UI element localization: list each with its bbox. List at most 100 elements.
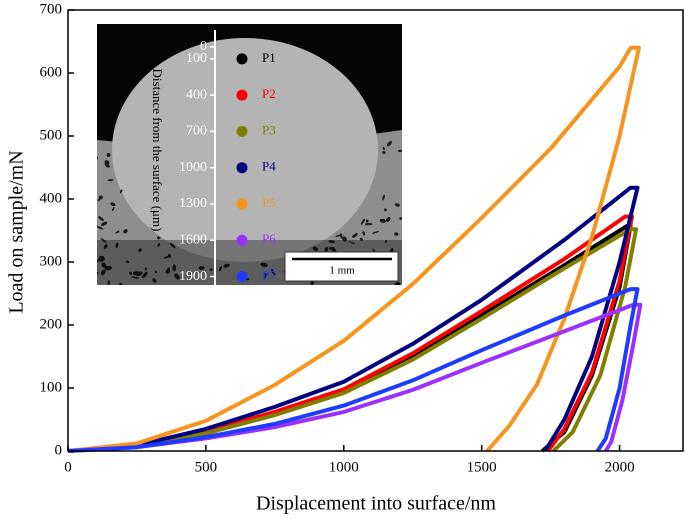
y-tick-label: 0 — [55, 442, 63, 458]
texture-spot — [348, 241, 355, 245]
texture-spot — [168, 253, 172, 258]
texture-spot — [359, 237, 363, 241]
x-axis-label: Displacement into surface/nm — [256, 493, 496, 515]
texture-spot — [129, 271, 133, 275]
x-tick-label: 1500 — [467, 459, 497, 475]
x-tick-label: 500 — [195, 459, 218, 475]
inset-y-tick-label: 400 — [186, 87, 207, 102]
texture-spot — [218, 266, 223, 272]
texture-spot — [97, 257, 106, 262]
texture-spot — [115, 230, 120, 234]
texture-spot — [97, 271, 99, 276]
texture-spot — [123, 229, 128, 234]
texture-spot — [107, 280, 110, 285]
texture-spot — [157, 243, 161, 247]
inset-y-tick-label: 700 — [186, 124, 207, 139]
x-tick-label: 0 — [64, 459, 72, 475]
inset-point — [236, 198, 248, 210]
texture-spot — [394, 232, 399, 236]
texture-spot — [132, 271, 139, 275]
texture-spot — [169, 242, 176, 249]
texture-spot — [104, 160, 110, 165]
texture-spot — [98, 195, 103, 200]
texture-spot — [97, 198, 101, 202]
texture-spot — [324, 246, 329, 252]
inset-point — [236, 53, 248, 65]
load-curve — [67, 227, 639, 453]
texture-spot — [198, 266, 205, 270]
legend-label: P6 — [262, 231, 276, 246]
texture-spot — [394, 203, 400, 207]
inset-point — [236, 162, 248, 174]
texture-spot — [100, 269, 106, 276]
y-tick-label: 300 — [40, 253, 63, 269]
inset-point — [236, 125, 248, 137]
texture-spot — [165, 267, 170, 274]
texture-spot — [174, 273, 180, 280]
texture-spot — [394, 282, 401, 285]
texture-spot — [209, 268, 213, 272]
texture-spot — [382, 146, 385, 151]
texture-spot — [223, 263, 230, 268]
texture-spot — [364, 222, 373, 226]
inset — [97, 24, 402, 285]
texture-spot — [125, 260, 130, 264]
scale-bar-box — [284, 251, 399, 282]
texture-spot — [115, 242, 119, 249]
texture-spot — [103, 244, 108, 249]
texture-spot — [260, 262, 268, 267]
texture-spot — [371, 230, 380, 234]
texture-spot — [172, 264, 176, 272]
inset-y-tick-label: 100 — [186, 51, 207, 66]
y-axis-label: Load on sample/mN — [6, 150, 28, 313]
texture-spot — [312, 246, 319, 252]
texture-spot — [342, 236, 347, 242]
texture-spot — [362, 231, 366, 236]
texture-spot — [335, 234, 342, 237]
legend-label: P2 — [262, 86, 276, 101]
texture-spot — [119, 189, 123, 194]
y-tick-label: 200 — [40, 316, 63, 332]
inset-point — [236, 234, 248, 246]
texture-spot — [386, 216, 391, 222]
texture-spot — [263, 273, 268, 276]
texture-spot — [382, 194, 385, 201]
texture-spot — [189, 272, 192, 275]
load-curve — [67, 45, 641, 453]
y-tick-label: 600 — [40, 64, 63, 80]
inset-y-tick-label: 1600 — [179, 232, 207, 247]
texture-spot — [144, 267, 148, 271]
texture-spot — [110, 202, 116, 207]
texture-spot — [107, 179, 114, 182]
inset-point — [236, 271, 248, 283]
y-tick-label: 400 — [40, 190, 63, 206]
texture-spot — [379, 218, 387, 223]
texture-spot — [384, 240, 387, 243]
inset-y-tick-label: 1900 — [179, 269, 207, 284]
y-tick-label: 500 — [40, 127, 63, 143]
inset-y-tick-label: 1000 — [179, 160, 207, 175]
y-tick-label: 100 — [40, 379, 63, 395]
inset-y-tick-label: 0 — [200, 39, 207, 54]
texture-spot — [152, 278, 157, 283]
x-tick-label: 2000 — [605, 459, 635, 475]
texture-spot — [399, 217, 402, 220]
inset-y-tick-label: 1300 — [179, 196, 207, 211]
texture-spot — [387, 140, 392, 147]
texture-spot — [382, 151, 386, 155]
load-curve — [67, 287, 640, 453]
legend-label: P1 — [262, 50, 276, 65]
load-curve — [67, 214, 634, 453]
texture-spot — [365, 219, 369, 223]
texture-spot — [328, 240, 335, 244]
legend-label: P3 — [262, 122, 276, 137]
inset-y-axis-label: Distance from the surface (μm) — [150, 69, 165, 232]
texture-spot — [97, 225, 104, 230]
texture-spot — [104, 265, 112, 271]
texture-spot — [131, 276, 139, 279]
texture-spot — [98, 216, 104, 221]
scale-bar-label: 1 mm — [329, 265, 355, 277]
texture-spot — [154, 270, 158, 273]
